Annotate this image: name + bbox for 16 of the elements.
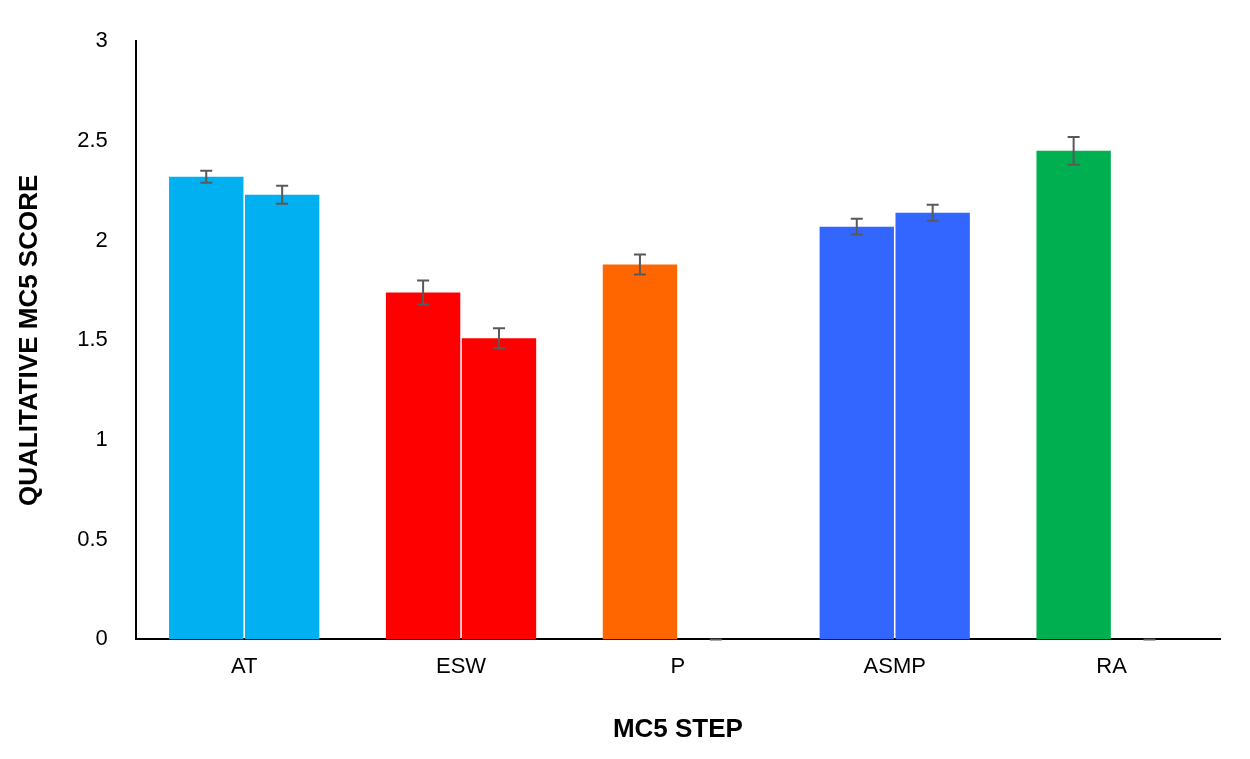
- y-tick-label: 2.5: [77, 126, 108, 152]
- y-tick-label: 0.5: [77, 525, 108, 551]
- x-tick-label: P: [670, 652, 686, 678]
- x-tick-label: ESW: [435, 652, 487, 678]
- y-tick-label: 1.5: [77, 326, 108, 352]
- bar: [602, 264, 678, 640]
- y-tick-label: 1: [95, 426, 108, 452]
- y-tick-label: 3: [95, 27, 108, 53]
- y-axis-title: QUALITATIVE MC5 SCORE: [12, 174, 43, 506]
- x-tick-label: RA: [1096, 652, 1128, 678]
- x-axis-title: MC5 STEP: [612, 712, 743, 743]
- y-tick-label: 2: [95, 226, 108, 252]
- y-tick-label: 0: [95, 625, 108, 651]
- x-tick-label: ASMP: [863, 652, 926, 678]
- x-tick-label: AT: [230, 652, 258, 678]
- bar: [1036, 150, 1111, 640]
